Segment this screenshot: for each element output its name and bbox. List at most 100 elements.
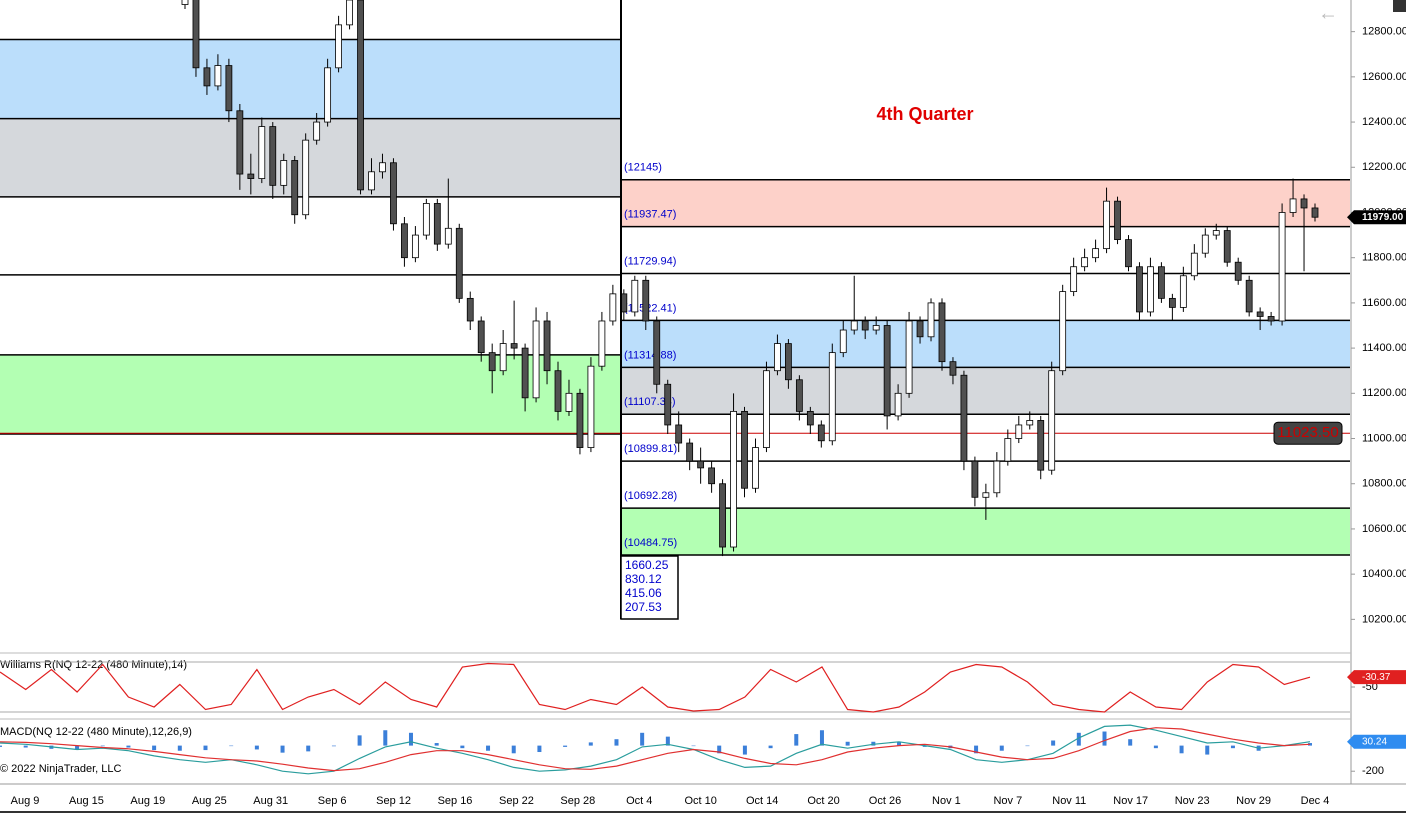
- candle-body: [368, 171, 375, 191]
- x-tick-label: Nov 23: [1175, 795, 1210, 807]
- y-tick-label: 11400.00: [1362, 342, 1406, 354]
- candle-body: [916, 320, 924, 338]
- candle-body: [236, 110, 244, 175]
- candle-body: [1289, 198, 1297, 213]
- histogram-bar: [203, 745, 208, 751]
- candle-body: [280, 160, 288, 186]
- level-label: (11729.94): [624, 255, 676, 267]
- candle-body: [1179, 275, 1187, 308]
- y-tick-label: 11600.00: [1362, 297, 1406, 309]
- level-label: (11107.34): [624, 396, 676, 408]
- candle-body: [982, 492, 990, 498]
- candle-body: [905, 320, 913, 394]
- candle-body: [1256, 311, 1264, 317]
- candle-body: [763, 370, 770, 448]
- candle-body: [1015, 424, 1023, 439]
- histogram-bar: [974, 745, 979, 754]
- x-tick-label: Oct 26: [869, 795, 901, 807]
- x-tick-label: Sep 16: [438, 795, 473, 807]
- candle-body: [1267, 316, 1275, 322]
- candle-body: [960, 374, 968, 462]
- y-tick-label: 12600.00: [1362, 71, 1406, 83]
- candle-body: [883, 325, 891, 417]
- candle-body: [1092, 248, 1099, 259]
- y-tick-label: 12800.00: [1362, 26, 1406, 38]
- candle-body: [730, 410, 737, 548]
- candle-body: [861, 320, 869, 331]
- histogram-bar: [717, 745, 722, 754]
- candle-body: [894, 392, 902, 417]
- candle-body: [598, 320, 606, 367]
- histogram-bar: [460, 745, 465, 749]
- histogram-bar: [819, 730, 824, 746]
- histogram-bar: [768, 745, 773, 749]
- price-tag-label: 11979.00: [1362, 212, 1404, 223]
- histogram-bar: [1230, 745, 1235, 749]
- candle-body: [1147, 266, 1154, 313]
- candle-body: [390, 162, 397, 225]
- candle-body: [938, 302, 946, 363]
- histogram-bar: [100, 745, 105, 747]
- candle-body: [949, 361, 957, 376]
- candle-body: [752, 447, 759, 489]
- y-tick-label: 11000.00: [1362, 432, 1406, 444]
- histogram-bar: [1179, 745, 1184, 754]
- candle-body: [346, 0, 353, 26]
- candle-body: [1212, 230, 1220, 236]
- candle-body: [774, 343, 781, 372]
- candle-body: [1234, 261, 1242, 281]
- histogram-bar: [434, 743, 439, 746]
- level-label: (11937.47): [624, 209, 676, 221]
- indicator-title: MACD(NQ 12-22 (480 Minute),12,26,9): [0, 726, 192, 738]
- copyright: © 2022 NinjaTrader, LLC: [0, 763, 121, 775]
- histogram-bar: [897, 741, 902, 746]
- x-tick-label: Nov 29: [1236, 795, 1271, 807]
- histogram-bar: [331, 745, 336, 747]
- histogram-bar: [254, 745, 259, 750]
- menu-icon[interactable]: [1393, 0, 1406, 12]
- histogram-bar: [845, 741, 850, 746]
- x-tick-label: Sep 28: [560, 795, 595, 807]
- y-tick-label: 10200.00: [1362, 613, 1406, 625]
- range-value: 415.06: [625, 586, 662, 600]
- y-tick-label: -200: [1362, 765, 1384, 777]
- candle-body: [587, 365, 595, 448]
- candle-body: [1223, 230, 1231, 263]
- value-tag: [1347, 670, 1406, 685]
- candle-body: [477, 320, 485, 354]
- histogram-bar: [614, 739, 619, 746]
- candle-body: [927, 302, 935, 338]
- candle-body: [324, 67, 332, 123]
- candle-body: [631, 279, 639, 313]
- range-box: [620, 555, 679, 620]
- x-tick-label: Sep 12: [376, 795, 411, 807]
- candle-body: [1059, 291, 1067, 372]
- candle-body: [302, 139, 310, 216]
- zone: [0, 118, 621, 197]
- x-tick-label: Aug 9: [11, 795, 40, 807]
- reference-tag: [1273, 421, 1343, 445]
- x-tick-label: Sep 22: [499, 795, 534, 807]
- value-tag: [1347, 734, 1406, 749]
- histogram-bar: [922, 745, 927, 747]
- x-tick-label: Sep 6: [318, 795, 347, 807]
- candle-body: [203, 67, 211, 87]
- histogram-bar: [357, 735, 362, 746]
- candle-body: [379, 162, 386, 173]
- candle-body: [499, 343, 507, 372]
- y-tick-label: 11200.00: [1362, 387, 1406, 399]
- candle-body: [181, 0, 189, 5]
- candle-body: [1201, 234, 1209, 254]
- indicator-line: [0, 727, 1311, 772]
- level-label: (10899.81): [624, 443, 677, 455]
- price-pane: (12145)(11937.47)(11729.94)(11522.41)(11…: [0, 0, 1350, 557]
- candle-body: [1278, 212, 1286, 322]
- histogram-bar: [177, 745, 182, 751]
- back-arrow-icon[interactable]: ←: [1318, 2, 1338, 24]
- histogram-bar: [126, 745, 131, 748]
- indicator-line: [0, 724, 1311, 775]
- candle-body: [806, 410, 814, 426]
- x-tick-label: Aug 31: [253, 795, 288, 807]
- x-tick-label: Nov 7: [993, 795, 1022, 807]
- candle-body: [455, 227, 463, 299]
